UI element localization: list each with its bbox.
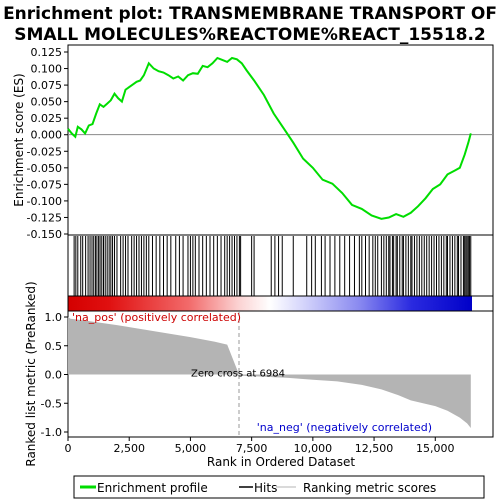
x-ticks: 0 2,500 5,000 7,500 10,000 12,500 15,000 [65,437,455,455]
negative-correlation-label: 'na_neg' (negatively correlated) [257,421,432,434]
es-y-axis-label: Enrichment score (ES) [12,73,26,206]
es-y-tick-label: 0.075 [31,79,63,92]
legend-metric-label: Ranking metric scores [303,481,436,495]
metric-y-tick-label: 0.0 [45,369,63,382]
x-tick-label: 0 [65,442,72,455]
es-y-tick-label: 0.025 [31,112,63,125]
es-y-tick-label: -0.150 [27,228,62,241]
metric-y-tick-label: 0.5 [45,340,63,353]
x-tick-label: 7,500 [236,442,268,455]
positive-correlation-label: 'na_pos' (positively correlated) [72,311,241,324]
metric-y-ticks: 1.0 0.5 0.0 -0.5 -1.0 [41,311,68,439]
rank-heatmap-bar [68,296,472,311]
es-y-tick-label: 0.000 [31,129,63,142]
es-panel-frame [67,44,494,236]
es-y-ticks: 0.125 0.100 0.075 0.050 0.025 0.000 -0.025 -0.0… [27,46,68,241]
x-tick-label: 15,000 [416,442,455,455]
legend-enrichment-label: Enrichment profile [97,481,208,495]
es-y-tick-label: -0.100 [27,195,62,208]
metric-y-tick-label: 1.0 [45,311,63,324]
es-y-tick-label: -0.125 [27,211,62,224]
x-tick-label: 5,000 [175,442,207,455]
metric-y-axis-label: Ranked list metric (PreRanked) [24,281,38,466]
x-tick-label: 12,500 [355,442,394,455]
ranking-metric-area [68,317,471,428]
chart-title-line1: Enrichment plot: TRANSMEMBRANE TRANSPORT… [3,4,497,24]
zero-cross-label: Zero cross at 6984 [191,369,285,380]
chart-title-line2: SMALL MOLECULES%REACTOME%REACT_15518.2 [14,25,486,45]
es-y-tick-label: -0.050 [27,162,62,175]
es-y-tick-label: -0.075 [27,178,62,191]
es-y-tick-label: 0.125 [31,46,63,59]
x-tick-label: 10,000 [294,442,333,455]
es-y-tick-label: 0.100 [31,63,63,76]
legend-hits-label: Hits [254,481,277,495]
metric-y-tick-label: -1.0 [41,426,62,439]
es-y-tick-label: -0.025 [27,145,62,158]
x-tick-label: 2,500 [113,442,145,455]
enrichment-profile-line [67,56,472,220]
hit-ticks [73,236,472,296]
es-y-tick-label: 0.050 [31,96,63,109]
metric-y-tick-label: -0.5 [41,397,62,410]
x-axis-label: Rank in Ordered Dataset [207,455,355,469]
